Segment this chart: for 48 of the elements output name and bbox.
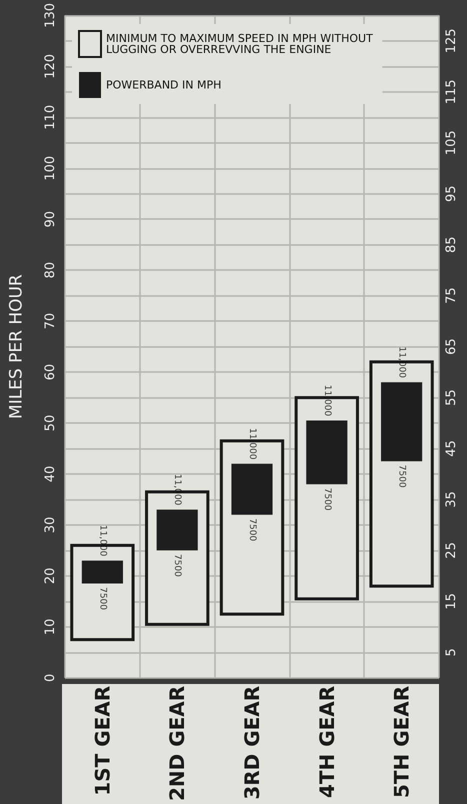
y-tick-label: 80 (43, 262, 58, 278)
x-tick-label: 3RD GEAR (240, 686, 264, 800)
x-tick-label: 5TH GEAR (390, 686, 414, 798)
y-tick-label: 100 (43, 156, 58, 181)
y2-tick-label: 45 (444, 440, 459, 457)
y-axis-title: MILES PER HOUR (6, 274, 26, 419)
legend-label: MINIMUM TO MAXIMUM SPEED IN MPH WITHOUT LUGGING OR OVERREVVING THE ENGINE (106, 32, 376, 56)
annotation: 7500 (97, 587, 108, 610)
y2-tick-label: 115 (444, 79, 459, 104)
y2-tick-label: 105 (444, 130, 459, 156)
y2-tick-label: 15 (444, 593, 459, 610)
annotation: 7500 (172, 554, 182, 578)
y-tick-label: 50 (43, 414, 58, 432)
y2-tick-label: 125 (444, 28, 459, 54)
y2-tick-label: 75 (444, 287, 459, 304)
y-tick-label: 70 (43, 312, 58, 330)
y-tick-label: 60 (43, 364, 58, 380)
y2-tick-label: 95 (444, 185, 459, 202)
bar (231, 464, 273, 515)
y-tick-label: 110 (43, 104, 58, 130)
y2-tick-label: 55 (444, 389, 459, 406)
y-tick-label: 30 (43, 516, 58, 534)
annotation: 11,000 (247, 428, 257, 460)
y2-tick-label: 25 (444, 542, 459, 559)
annotation: 11,000 (396, 346, 407, 378)
annotation: 11,000 (322, 384, 332, 417)
y2-tick-label: 5 (444, 648, 459, 656)
y-tick-label: 120 (43, 54, 58, 79)
bar (381, 382, 422, 462)
y2-tick-label: 85 (444, 236, 459, 253)
y-tick-label: 10 (43, 618, 58, 636)
y-tick-label: 0 (43, 674, 58, 682)
x-tick-label: 4TH GEAR (314, 686, 339, 798)
legend-label: POWERBAND IN MPH (106, 78, 222, 92)
x-tick-label: 2ND GEAR (165, 686, 190, 802)
bar (82, 560, 123, 584)
annotation: 7500 (247, 518, 257, 542)
x-tick-label: 1ST GEAR (90, 686, 114, 796)
bar (306, 420, 348, 484)
bar (156, 510, 198, 550)
y-tick-label: 130 (43, 2, 58, 28)
y2-tick-label: 35 (444, 491, 459, 508)
y-tick-label: 20 (43, 568, 58, 584)
y2-tick-label: 65 (444, 338, 459, 355)
y-tick-label: 40 (43, 466, 58, 482)
y-tick-label: 90 (43, 210, 58, 228)
annotation: 7500 (322, 488, 332, 511)
annotation: 7500 (396, 464, 407, 488)
